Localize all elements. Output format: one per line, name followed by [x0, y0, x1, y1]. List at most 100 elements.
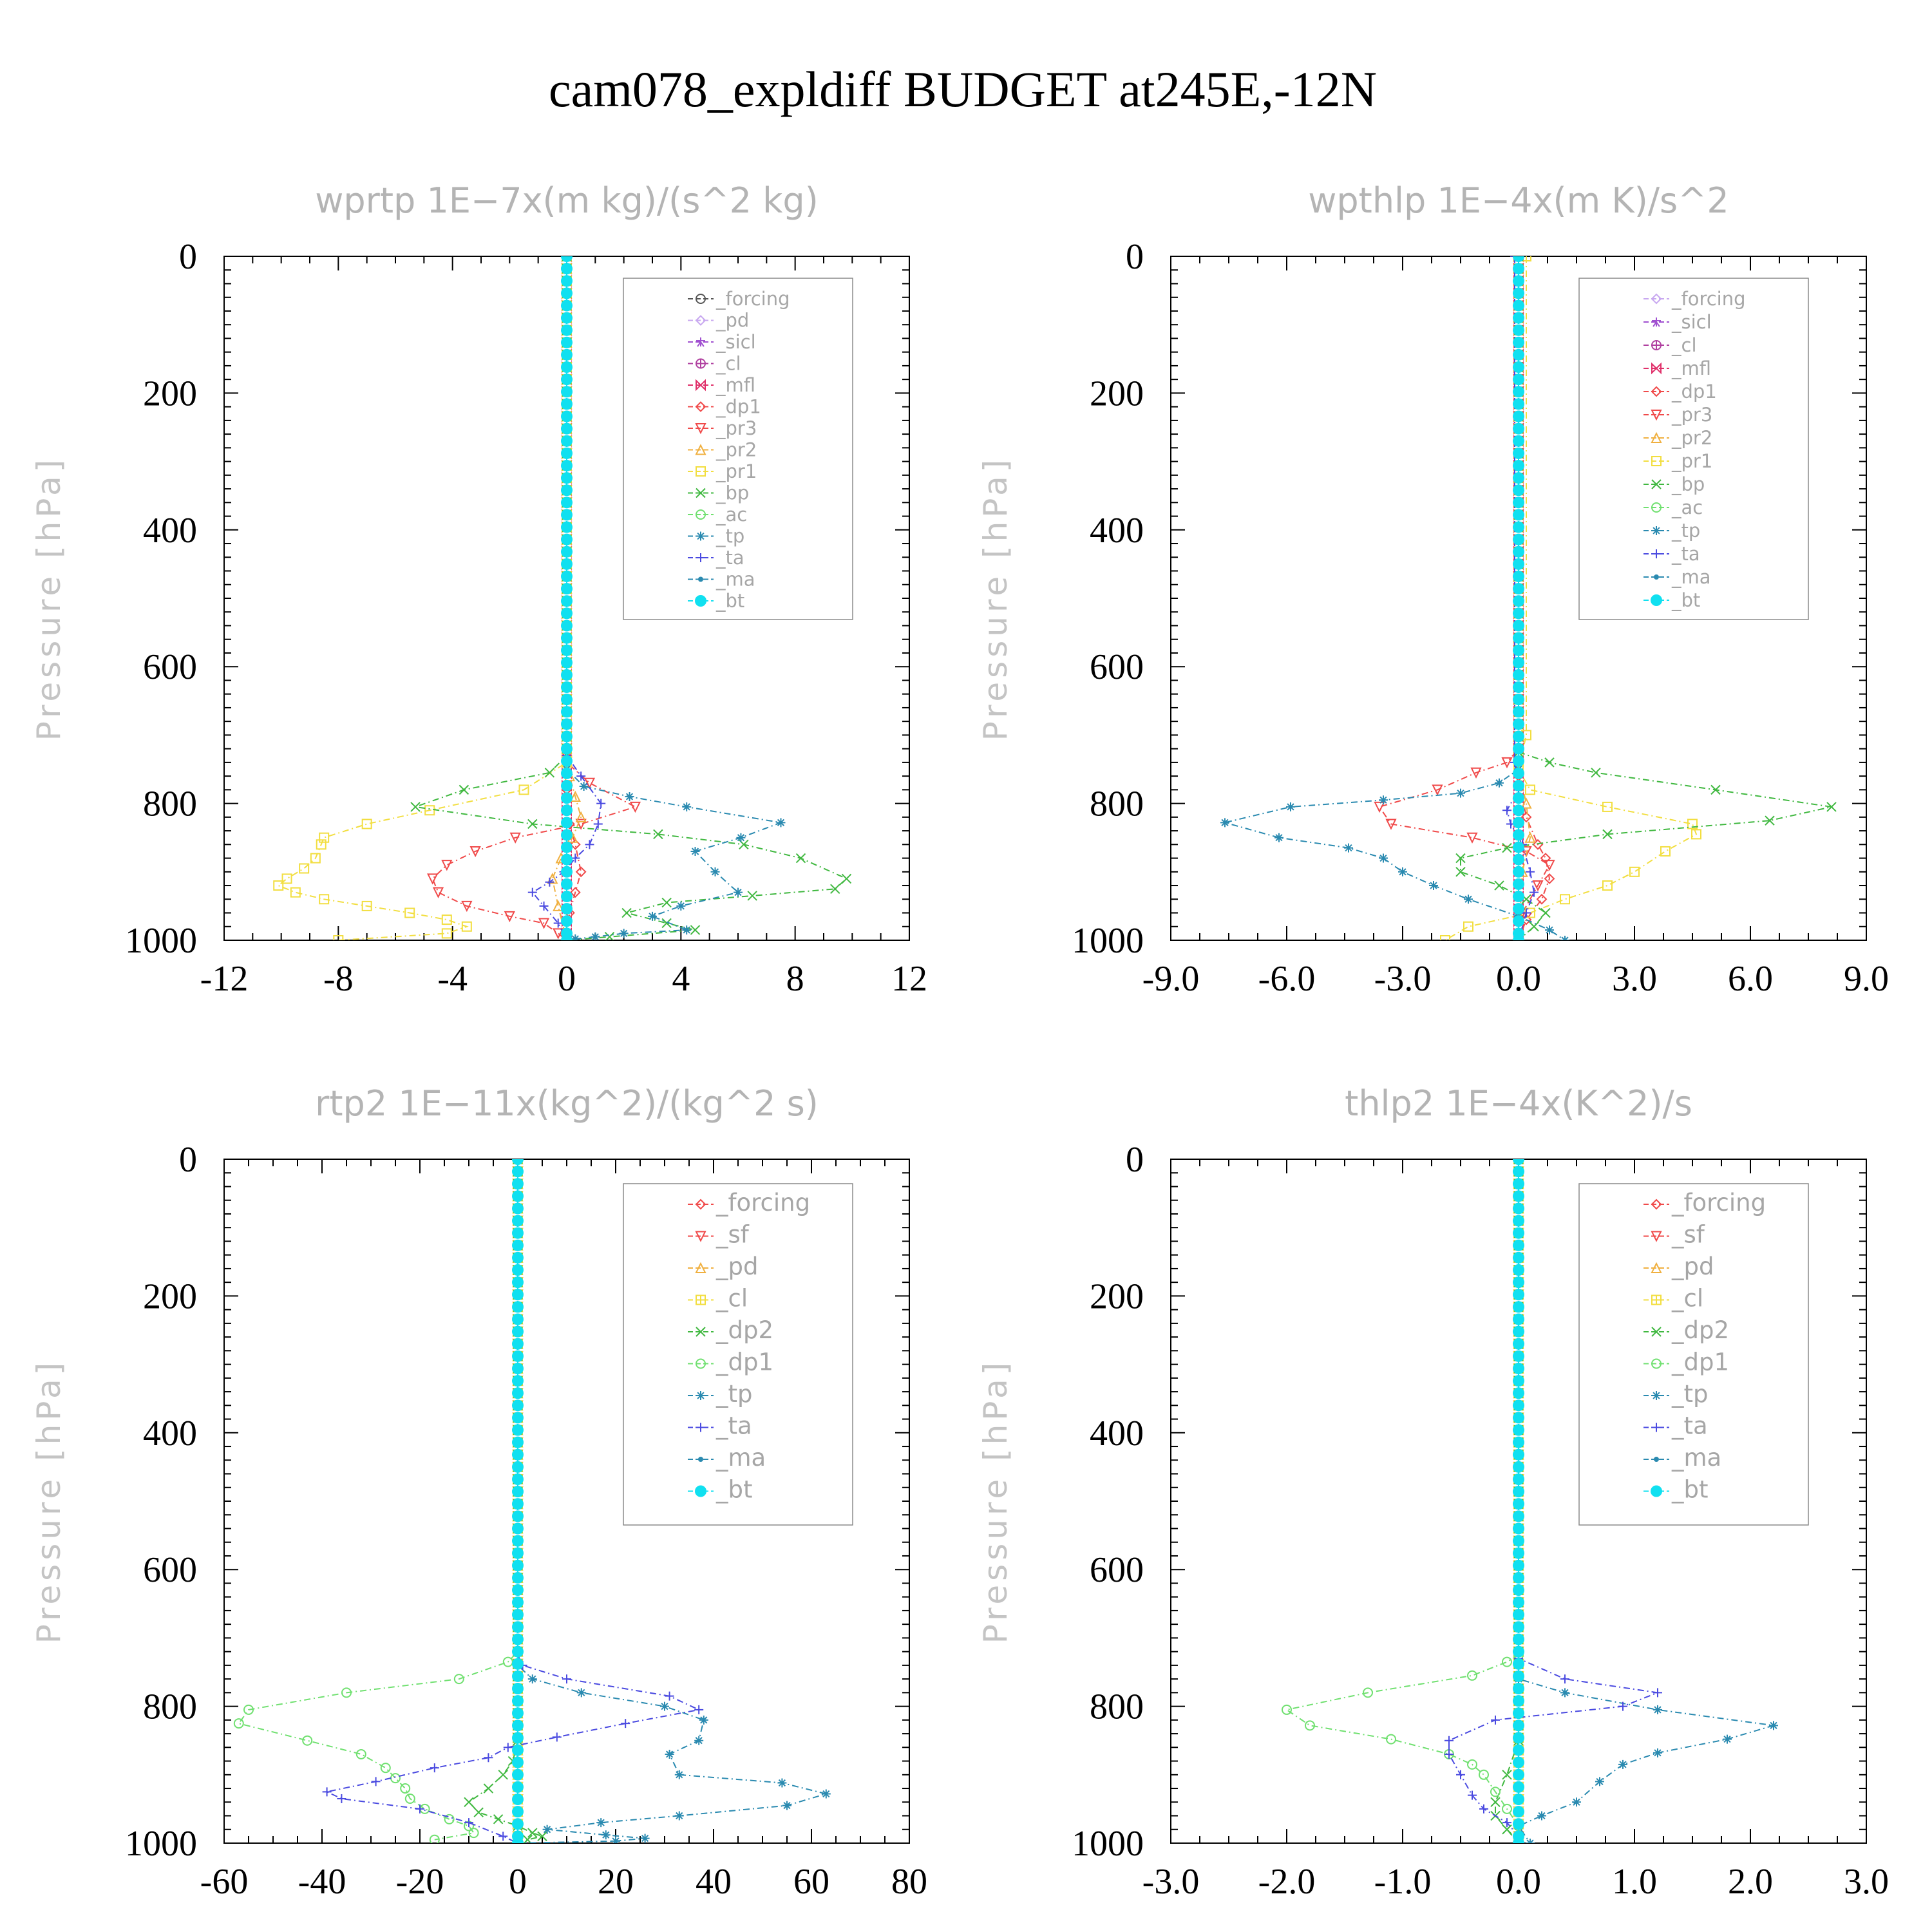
data-point — [561, 743, 573, 755]
x-tick-label: 0 — [509, 1862, 527, 1902]
data-point — [1429, 881, 1438, 891]
data-point — [281, 873, 292, 884]
data-point — [561, 681, 573, 694]
panel-title: rtp2 1E−11x(kg^2)/(kg^2 s) — [315, 1083, 819, 1124]
data-point — [562, 1674, 571, 1684]
legend-marker — [1654, 574, 1659, 580]
data-point — [1513, 1387, 1524, 1399]
data-point — [1544, 873, 1555, 884]
legend-marker — [695, 444, 706, 455]
data-point — [561, 521, 573, 533]
data-point — [1513, 891, 1524, 903]
legend-item: _sf — [1643, 1221, 1705, 1249]
data-point — [512, 1645, 524, 1658]
data-point — [1560, 1688, 1569, 1698]
data-point — [427, 873, 439, 885]
legend-label: _pr3 — [715, 417, 757, 439]
series-line — [415, 256, 848, 940]
data-point — [512, 1498, 524, 1510]
data-point — [1468, 1790, 1477, 1800]
data-point — [561, 312, 573, 324]
legend-marker — [696, 1423, 705, 1432]
legend-label: _sicl — [715, 331, 756, 353]
data-point — [1540, 907, 1551, 918]
y-tick-label: 400 — [143, 1414, 197, 1454]
x-tick-label: -9.0 — [1142, 959, 1200, 999]
data-point — [1379, 795, 1388, 805]
data-point — [512, 1461, 524, 1473]
data-point — [561, 435, 573, 447]
data-point — [1513, 607, 1524, 620]
data-point — [1513, 1695, 1524, 1707]
legend-marker — [695, 423, 706, 435]
data-area — [233, 1159, 831, 1843]
legend-item: _ma — [1643, 566, 1711, 588]
legend-label: _dp1 — [715, 396, 761, 418]
series-dp1 — [1282, 1159, 1524, 1832]
legend-marker — [696, 531, 705, 541]
data-point — [512, 1412, 524, 1424]
data-point — [1502, 1656, 1512, 1667]
legend-label: _bt — [1671, 589, 1700, 611]
x-tick-label: 2.0 — [1728, 1862, 1773, 1902]
data-point — [498, 1770, 508, 1780]
series-line — [1285, 1159, 1519, 1826]
data-point — [1524, 831, 1536, 843]
data-point — [1513, 497, 1524, 509]
legend-item: _bp — [1643, 473, 1705, 495]
legend-label: _sicl — [1671, 311, 1712, 333]
data-point — [1513, 1658, 1524, 1670]
data-point — [512, 1535, 524, 1547]
data-point — [512, 1251, 524, 1264]
y-tick-label: 200 — [143, 1276, 197, 1316]
legend-label: _ma — [715, 1444, 766, 1472]
data-point — [1513, 1412, 1524, 1424]
data-point — [561, 256, 573, 262]
data-point — [1513, 571, 1524, 583]
data-point — [1344, 843, 1353, 853]
data-point — [319, 832, 330, 843]
data-point — [690, 925, 701, 935]
data-point — [561, 694, 573, 706]
legend-item: _pr3 — [688, 417, 757, 439]
legend-item: _cl — [688, 353, 741, 375]
data-point — [1495, 778, 1504, 788]
y-tick-label: 0 — [1126, 1140, 1144, 1180]
data-point — [1455, 853, 1466, 864]
data-point — [1513, 1818, 1524, 1830]
legend-marker — [696, 1391, 705, 1400]
data-point — [1502, 1803, 1512, 1814]
data-point — [512, 1781, 524, 1793]
legend-label: _pr1 — [1671, 450, 1712, 472]
data-point — [648, 911, 657, 921]
legend-marker — [695, 401, 706, 412]
legend-item: _ta — [688, 547, 744, 569]
data-point — [1513, 1584, 1524, 1596]
data-point — [1502, 1770, 1512, 1780]
data-point — [355, 1748, 366, 1759]
legend-marker — [696, 1294, 706, 1305]
data-point — [561, 447, 573, 459]
data-point — [512, 1806, 524, 1818]
x-tick-label: -20 — [396, 1862, 444, 1902]
chart-panels: wprtp 1E−7x(m kg)/(s^2 kg) Pressure [hPa]… — [30, 180, 1889, 1902]
data-point — [512, 1744, 524, 1756]
legend-label: _ac — [1671, 497, 1703, 518]
legend-item: _cl — [1643, 1285, 1703, 1312]
data-point — [1537, 1811, 1546, 1821]
data-point — [1513, 1350, 1524, 1362]
data-point — [1532, 880, 1544, 892]
series-bt — [561, 256, 573, 940]
legend-label: _ma — [1671, 1444, 1721, 1472]
series-line — [1444, 256, 1698, 940]
data-point — [1513, 1682, 1524, 1694]
y-tick-label: 400 — [143, 511, 197, 551]
data-point — [361, 900, 372, 911]
x-tick-label: -60 — [200, 1862, 249, 1902]
series-bt — [1513, 1159, 1524, 1843]
data-point — [512, 1289, 524, 1301]
data-point — [561, 903, 573, 915]
data-point — [371, 1777, 381, 1786]
data-point — [1513, 348, 1524, 361]
data-point — [561, 934, 573, 940]
